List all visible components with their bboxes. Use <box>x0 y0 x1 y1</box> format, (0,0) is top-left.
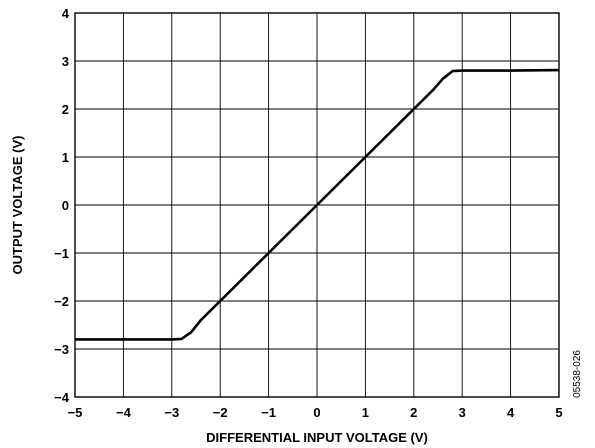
x-tick-label: 0 <box>313 405 320 420</box>
y-tick-labels: 4 3 2 1 0 −1 −2 −3 −4 <box>54 6 70 405</box>
y-tick-label: −4 <box>54 390 70 405</box>
x-tick-label: −3 <box>164 405 179 420</box>
figure-code: 05538-026 <box>572 350 583 398</box>
series-line <box>75 68 560 341</box>
plot-frame <box>74 12 560 398</box>
y-tick-label: −3 <box>54 342 69 357</box>
x-tick-label: −5 <box>68 405 83 420</box>
y-tick-label: 4 <box>62 6 70 21</box>
y-tick-label: 2 <box>62 102 69 117</box>
x-tick-label: 5 <box>555 405 562 420</box>
x-tick-label: 4 <box>507 405 515 420</box>
y-tick-label: 1 <box>62 150 69 165</box>
y-tick-label: −2 <box>54 294 69 309</box>
x-axis-title: DIFFERENTIAL INPUT VOLTAGE (V) <box>206 430 428 445</box>
x-tick-labels: −5 −4 −3 −2 −1 0 1 2 3 4 5 <box>68 405 563 420</box>
x-tick-label: −4 <box>116 405 132 420</box>
x-tick-label: 3 <box>459 405 466 420</box>
y-tick-label: −1 <box>54 246 69 261</box>
y-tick-label: 0 <box>62 198 69 213</box>
x-tick-label: −1 <box>261 405 276 420</box>
y-axis-title: OUTPUT VOLTAGE (V) <box>10 136 25 275</box>
x-tick-label: 2 <box>410 405 417 420</box>
x-tick-label: 1 <box>362 405 369 420</box>
y-tick-label: 3 <box>62 54 69 69</box>
x-tick-label: −2 <box>213 405 228 420</box>
